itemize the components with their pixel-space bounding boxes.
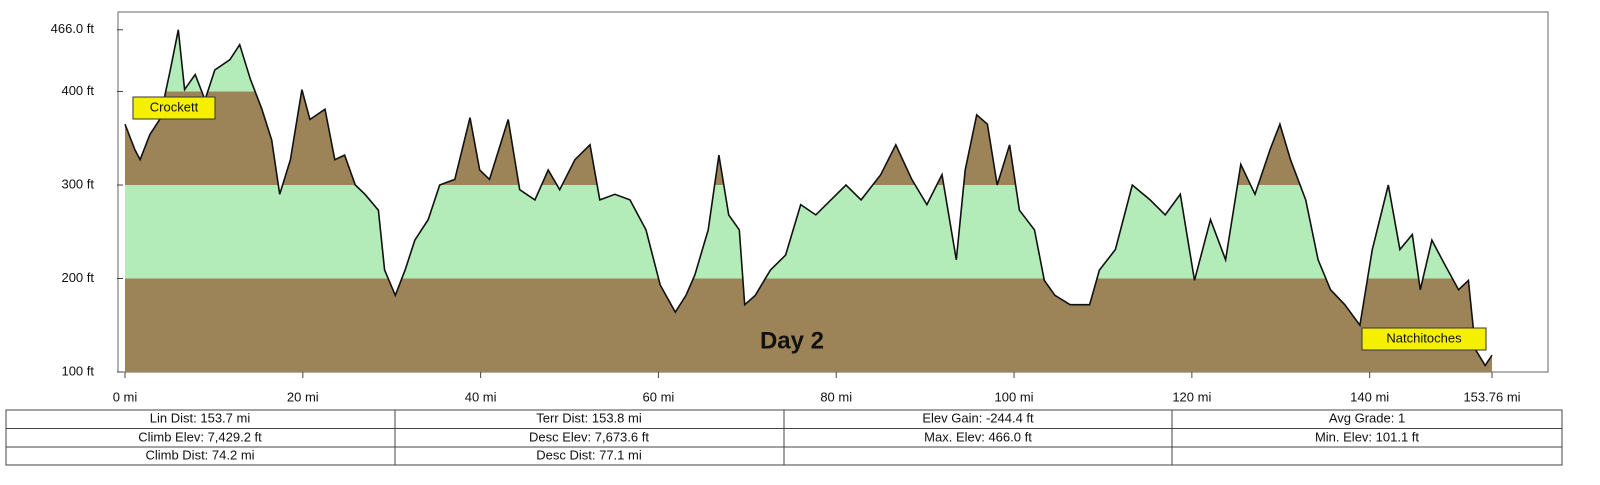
stat-cell: Avg Grade: 1 (1329, 410, 1405, 425)
x-tick-label: 140 mi (1350, 389, 1389, 404)
y-tick-label: 466.0 ft (51, 21, 95, 36)
stat-cell: Min. Elev: 101.1 ft (1315, 429, 1419, 444)
elevation-line (124, 29, 1493, 367)
stats-table (5, 409, 1563, 466)
x-tick-label: 0 mi (113, 389, 138, 404)
place-label: Natchitoches (1386, 330, 1462, 345)
stat-cell: Lin Dist: 153.7 mi (150, 410, 251, 425)
x-tick-label: 20 mi (287, 389, 319, 404)
x-tick-label: 153.76 mi (1463, 389, 1520, 404)
x-tick-label: 100 mi (995, 389, 1034, 404)
y-tick-label: 100 ft (61, 363, 94, 378)
band (125, 278, 1492, 372)
annotation: Natchitoches (1361, 327, 1487, 351)
stat-cell: Terr Dist: 153.8 mi (536, 410, 642, 425)
annotation: Crockett (132, 96, 216, 120)
x-tick-label: 80 mi (820, 389, 852, 404)
place-label: Crockett (150, 99, 199, 114)
x-tick-label: 60 mi (643, 389, 675, 404)
stat-cell: Climb Elev: 7,429.2 ft (138, 429, 262, 444)
x-tick-label: 120 mi (1172, 389, 1211, 404)
stat-cell: Max. Elev: 466.0 ft (924, 429, 1032, 444)
y-tick-label: 400 ft (61, 83, 94, 98)
x-tick-label: 40 mi (465, 389, 497, 404)
y-tick-label: 200 ft (61, 270, 94, 285)
stat-cell: Climb Dist: 74.2 mi (145, 447, 254, 462)
y-tick-label: 300 ft (61, 176, 94, 191)
stat-cell: Elev Gain: -244.4 ft (922, 410, 1034, 425)
stat-cell: Desc Dist: 77.1 mi (536, 447, 642, 462)
stat-cell: Desc Elev: 7,673.6 ft (529, 429, 649, 444)
day-label: Day 2 (760, 327, 824, 354)
